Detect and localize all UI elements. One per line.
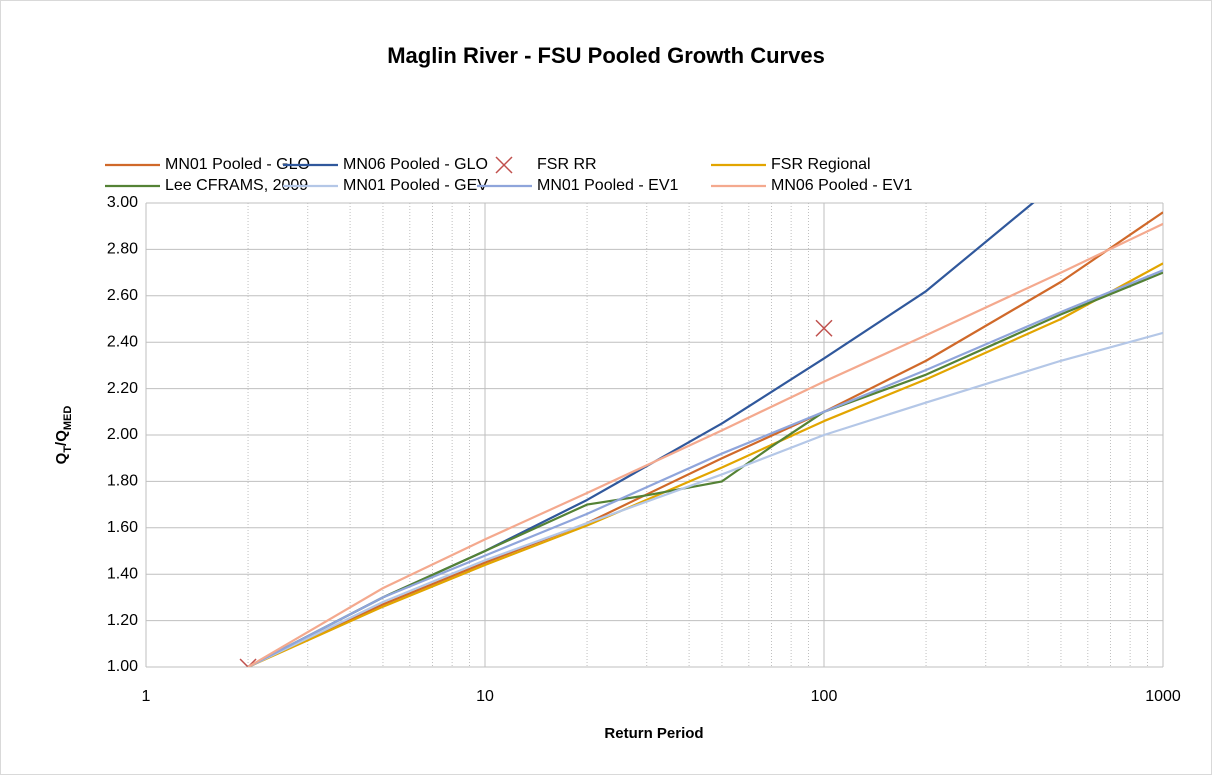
series-line [247,222,1163,667]
y-tick-label: 1.20 [107,612,138,629]
y-tick-label: 1.80 [107,473,138,490]
legend: MN01 Pooled - GLO MN06 Pooled - GLO FSR RR… [105,156,913,194]
legend-label: MN06 Pooled - GLO [343,156,488,173]
y-axis-title-part: /Q [53,430,70,446]
y-tick-label: 1.60 [107,519,138,536]
legend-marker [495,156,513,174]
y-tick-label: 3.00 [107,194,138,211]
x-tick-label: 1 [142,688,151,705]
y-axis-title: QT/QMED [53,406,74,465]
legend-label: MN06 Pooled - EV1 [771,177,913,194]
series-line [247,211,1163,667]
grid [145,202,1164,668]
y-tick-label: 1.00 [107,658,138,675]
y-axis-title-part: T [62,446,74,453]
x-tick-label: 100 [811,688,838,705]
x-axis-title: Return Period [604,725,703,742]
y-tick-label: 2.60 [107,287,138,304]
series-line [247,269,1163,667]
series-line [247,331,1163,667]
series-line [247,271,1163,667]
legend-label: Lee CFRAMS, 2009 [165,177,308,194]
point-marker [239,658,257,667]
chart-title: Maglin River - FSU Pooled Growth Curves [387,43,825,68]
legend-label: MN01 Pooled - GEV [343,177,488,194]
y-tick-label: 2.40 [107,333,138,350]
legend-label: MN01 Pooled - GLO [165,156,310,173]
plot-area [239,203,1163,667]
legend-label: FSR RR [537,156,597,173]
y-axis-title-part: Q [53,452,70,464]
x-tick-label: 1000 [1145,688,1181,705]
x-tick-label: 10 [476,688,494,705]
y-tick-label: 2.20 [107,380,138,397]
legend-label: MN01 Pooled - EV1 [537,177,679,194]
point-marker [815,319,833,337]
series-line [247,262,1163,667]
legend-label: FSR Regional [771,156,871,173]
y-axis-title-part: MED [62,406,74,431]
y-tick-label: 2.80 [107,241,138,258]
y-tick-label: 2.00 [107,426,138,443]
y-tick-label: 1.40 [107,565,138,582]
